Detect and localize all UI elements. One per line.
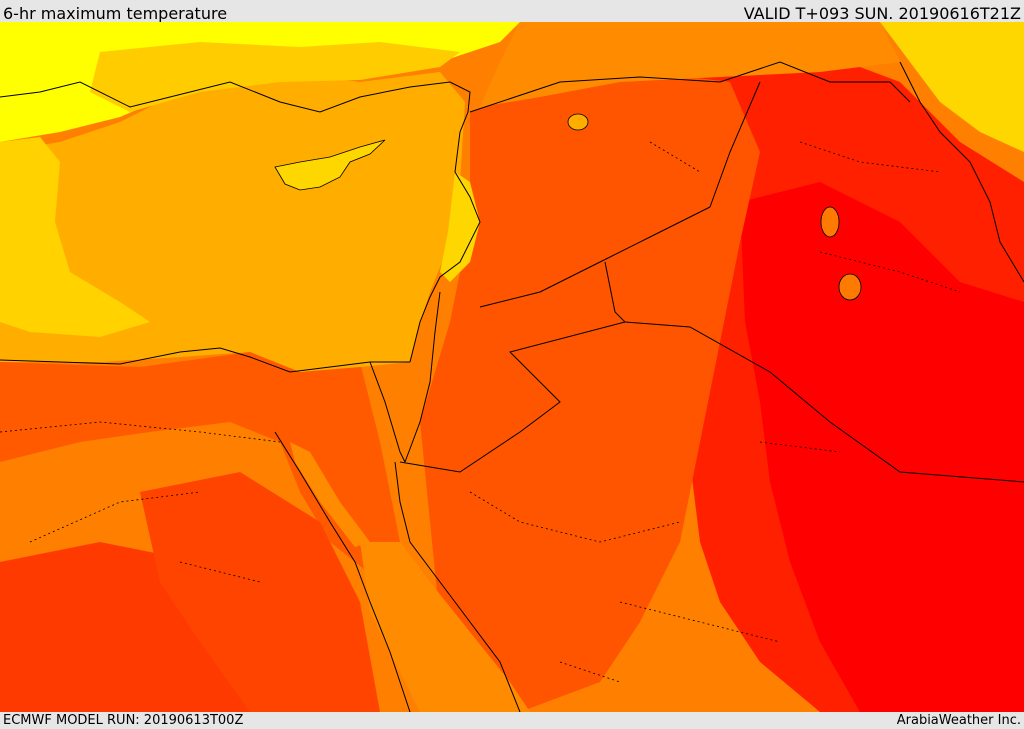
temperature-map-svg — [0, 22, 1024, 712]
border-jordan-saudi — [399, 261, 626, 473]
border-egypt-israel — [369, 361, 406, 463]
cyprus-island — [274, 139, 386, 191]
coastline-redsea-west — [274, 431, 411, 712]
coastline-redsea-east — [394, 461, 521, 712]
border-syria-iraq — [469, 61, 911, 113]
temp-zone-africa-south — [140, 472, 380, 712]
turkey-gold — [90, 42, 460, 112]
coastline-turkey — [0, 81, 471, 133]
coastline-egypt — [0, 347, 410, 373]
border-syria-south — [479, 206, 711, 308]
brand-credit: ArabiaWeather Inc. — [896, 713, 1021, 728]
admin-lines — [0, 141, 961, 683]
map-header: 6-hr maximum temperature VALID T+093 SUN… — [0, 0, 1024, 23]
temp-zone-egypt — [0, 352, 400, 582]
coastline-levant — [409, 131, 481, 363]
caucasus-yellow — [880, 22, 1024, 152]
temp-zone-darkorange — [420, 72, 760, 712]
coastline-gulf — [899, 61, 1024, 283]
map-footer: ECMWF MODEL RUN: 20190613T00Z ArabiaWeat… — [0, 712, 1024, 729]
model-run: ECMWF MODEL RUN: 20190613T00Z — [3, 713, 244, 728]
levant-coast — [440, 172, 480, 282]
lake-2 — [838, 273, 862, 301]
lake-1 — [820, 206, 840, 238]
temp-zone-deepred-east — [740, 182, 1024, 712]
map-title: 6-hr maximum temperature — [3, 4, 228, 23]
mediterranean-sea — [0, 72, 465, 372]
red-sea — [360, 542, 530, 712]
turkey-east-orange — [480, 22, 900, 107]
gulf-of-suez — [290, 442, 370, 547]
temperature-map[interactable] — [0, 22, 1024, 712]
border-jordan-israel — [404, 291, 441, 463]
border-saudi-iraq — [624, 321, 1024, 483]
border-iraq-west — [709, 81, 761, 208]
lake-3 — [567, 113, 589, 131]
mediterranean-west-gold — [0, 137, 150, 337]
valid-time: VALID T+093 SUN. 20190616T21Z — [743, 4, 1021, 23]
